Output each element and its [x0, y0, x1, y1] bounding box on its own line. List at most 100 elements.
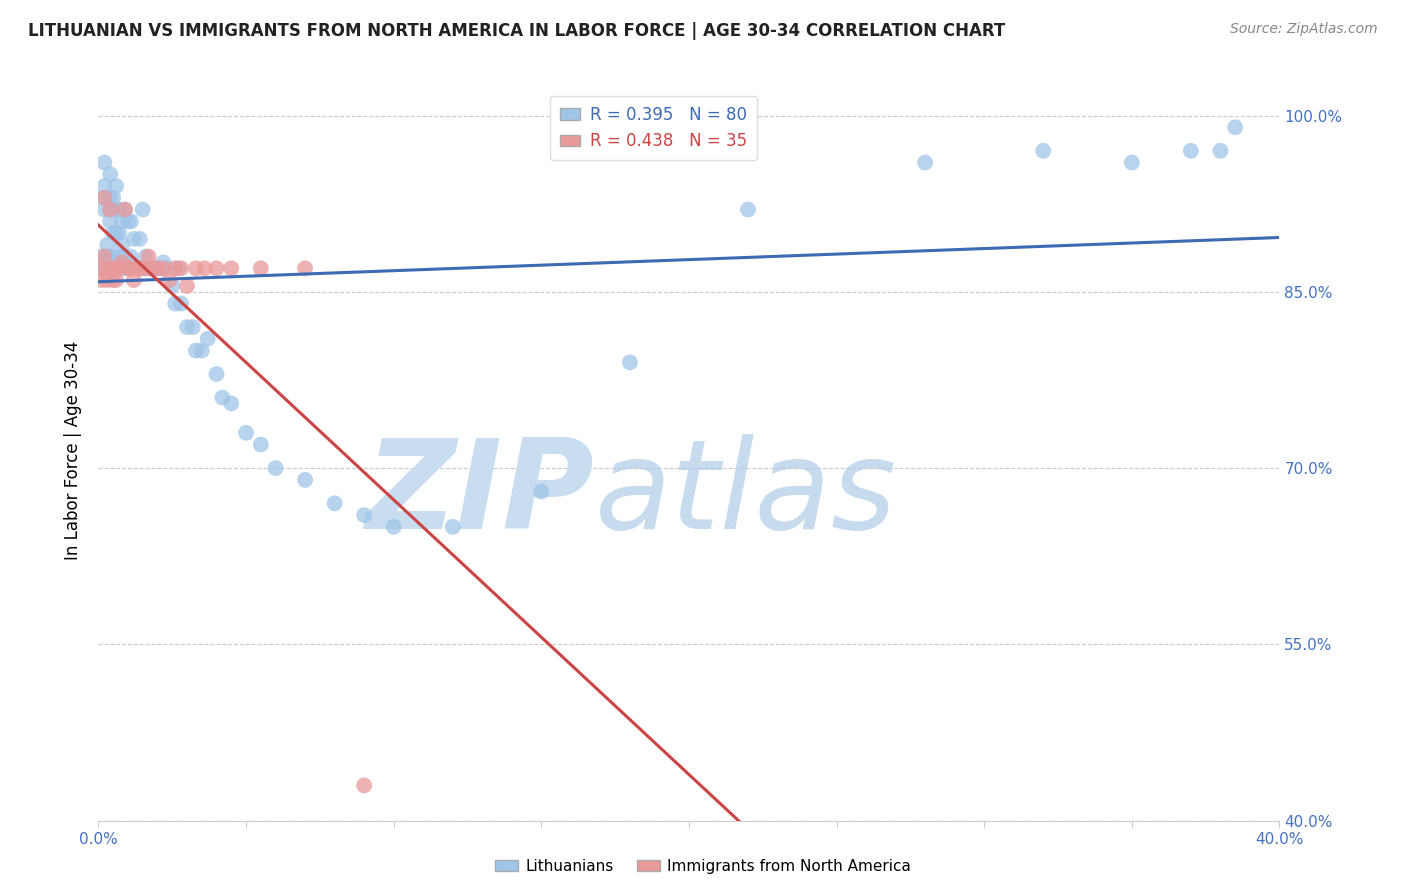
Point — [105, 273, 128, 287]
Point — [165, 261, 187, 276]
Point — [108, 226, 131, 240]
Point — [1225, 120, 1247, 135]
Point — [111, 255, 134, 269]
Point — [111, 237, 134, 252]
Point — [105, 226, 128, 240]
Point — [90, 273, 112, 287]
Point — [155, 261, 177, 276]
Point — [197, 332, 219, 346]
Point — [135, 261, 157, 276]
Point — [441, 520, 464, 534]
Point — [96, 261, 118, 276]
Point — [125, 261, 148, 276]
Point — [530, 484, 553, 499]
Point — [250, 437, 273, 451]
Point — [120, 261, 142, 276]
Point — [146, 261, 169, 276]
Point — [221, 261, 243, 276]
Point — [146, 261, 169, 276]
Point — [122, 232, 145, 246]
Point — [103, 191, 125, 205]
Point — [93, 191, 115, 205]
Point — [114, 250, 136, 264]
Point — [138, 250, 160, 264]
Point — [191, 343, 214, 358]
Point — [264, 461, 287, 475]
Point — [108, 202, 131, 217]
Point — [105, 261, 128, 276]
Point — [221, 396, 243, 410]
Point — [96, 255, 118, 269]
Point — [105, 202, 128, 217]
Point — [1032, 144, 1054, 158]
Point — [184, 261, 207, 276]
Point — [98, 202, 121, 217]
Point — [103, 273, 125, 287]
Point — [141, 261, 163, 276]
Point — [323, 496, 346, 510]
Point — [353, 508, 375, 522]
Point — [152, 255, 174, 269]
Point — [96, 237, 118, 252]
Text: ZIP: ZIP — [366, 434, 595, 556]
Point — [93, 155, 115, 169]
Text: LITHUANIAN VS IMMIGRANTS FROM NORTH AMERICA IN LABOR FORCE | AGE 30-34 CORRELATI: LITHUANIAN VS IMMIGRANTS FROM NORTH AMER… — [28, 22, 1005, 40]
Point — [135, 250, 157, 264]
Point — [93, 191, 115, 205]
Point — [128, 261, 150, 276]
Point — [250, 261, 273, 276]
Point — [141, 261, 163, 276]
Point — [96, 273, 118, 287]
Point — [157, 273, 180, 287]
Point — [105, 261, 128, 276]
Point — [105, 179, 128, 194]
Point — [96, 261, 118, 276]
Point — [1209, 144, 1232, 158]
Point — [98, 191, 121, 205]
Point — [382, 520, 405, 534]
Point — [138, 261, 160, 276]
Point — [90, 261, 112, 276]
Point — [162, 279, 183, 293]
Point — [114, 202, 136, 217]
Point — [149, 261, 172, 276]
Point — [98, 167, 121, 181]
Point — [98, 202, 121, 217]
Point — [132, 202, 155, 217]
Point — [98, 250, 121, 264]
Point — [103, 261, 125, 276]
Point — [122, 273, 145, 287]
Point — [117, 214, 139, 228]
Point — [1121, 155, 1143, 169]
Point — [170, 261, 193, 276]
Point — [96, 250, 118, 264]
Point — [294, 473, 316, 487]
Point — [211, 391, 233, 405]
Point — [98, 214, 121, 228]
Point — [737, 202, 759, 217]
Point — [170, 296, 193, 310]
Point — [120, 214, 142, 228]
Point — [103, 226, 125, 240]
Point — [205, 367, 228, 381]
Point — [176, 320, 198, 334]
Point — [111, 214, 134, 228]
Point — [93, 179, 115, 194]
Point — [132, 261, 155, 276]
Point — [120, 250, 142, 264]
Point — [181, 320, 204, 334]
Point — [167, 261, 190, 276]
Point — [128, 261, 150, 276]
Point — [108, 261, 131, 276]
Point — [205, 261, 228, 276]
Point — [103, 202, 125, 217]
Text: atlas: atlas — [595, 434, 897, 556]
Point — [93, 250, 115, 264]
Point — [165, 296, 187, 310]
Text: Source: ZipAtlas.com: Source: ZipAtlas.com — [1230, 22, 1378, 37]
Point — [108, 250, 131, 264]
Point — [353, 778, 375, 792]
Point — [184, 343, 207, 358]
Point — [117, 261, 139, 276]
Point — [90, 250, 112, 264]
